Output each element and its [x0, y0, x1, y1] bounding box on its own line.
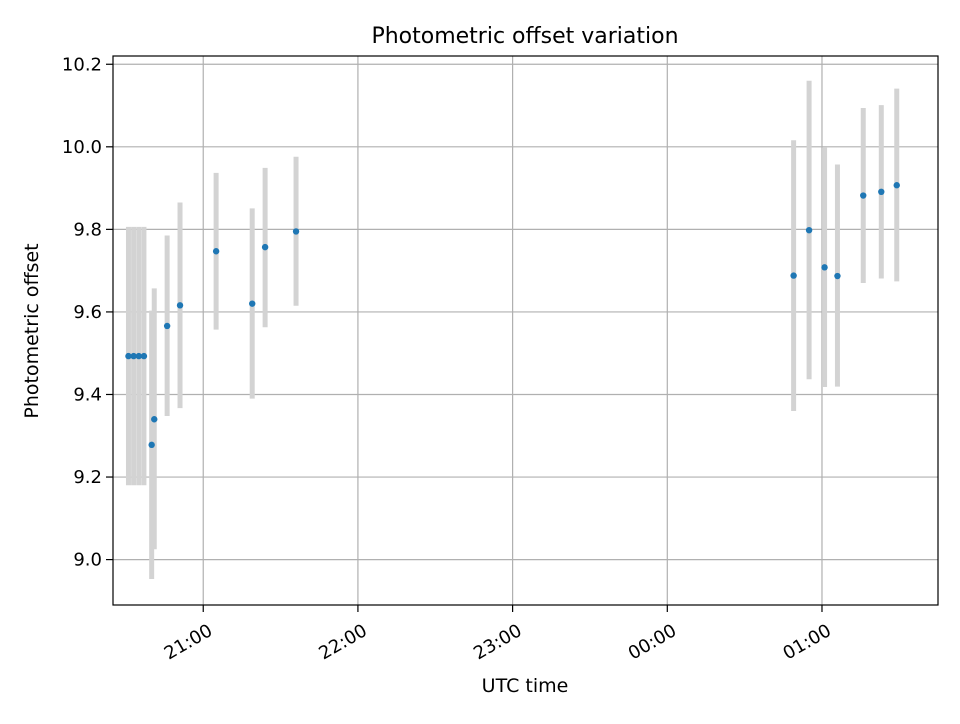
y-tick-label: 9.0 [73, 550, 102, 571]
data-point [151, 416, 158, 423]
data-point [821, 264, 828, 271]
data-point [860, 192, 867, 199]
data-point [261, 243, 269, 251]
y-tick-label: 9.6 [73, 302, 102, 323]
data-point [212, 248, 220, 255]
y-tick-label: 9.2 [73, 467, 102, 488]
data-point [140, 352, 148, 360]
plot-frame [112, 55, 939, 606]
data-point [130, 352, 137, 360]
data-point [163, 322, 171, 330]
data-point [834, 272, 841, 280]
y-axis-label: Photometric offset [21, 243, 43, 418]
data-point [135, 352, 142, 360]
y-tick-label: 9.8 [73, 219, 102, 240]
data-point [148, 441, 155, 449]
y-tick-label: 10.2 [62, 54, 102, 75]
y-tick-label: 10.0 [62, 137, 102, 158]
data-point [893, 182, 900, 189]
y-tick-label: 9.4 [73, 384, 102, 405]
data-point [125, 352, 132, 360]
data-point [790, 272, 797, 279]
x-axis-label: UTC time [482, 675, 569, 697]
point-layer [125, 182, 900, 449]
data-point [176, 302, 184, 309]
data-point [292, 228, 300, 235]
chart-title: Photometric offset variation [371, 24, 678, 49]
data-point [878, 188, 885, 196]
data-point [805, 226, 813, 234]
data-point [249, 300, 256, 307]
